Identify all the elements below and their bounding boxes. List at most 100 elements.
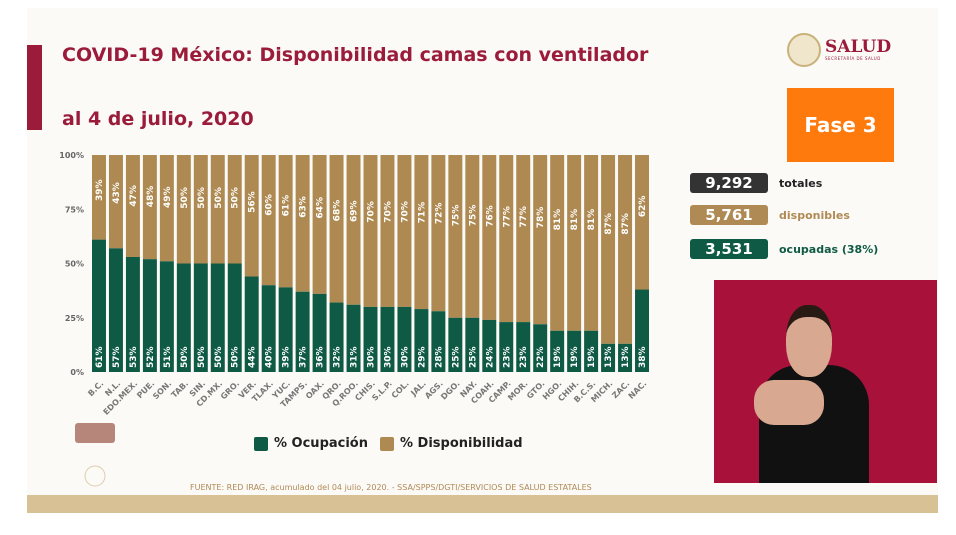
bar-ocupacion [193, 263, 208, 372]
data-label-ocupacion: 52% [146, 346, 156, 368]
data-label-disponibilidad: 87% [621, 213, 631, 235]
bar-disponibilidad [499, 155, 514, 323]
data-label-ocupacion: 13% [621, 346, 631, 368]
salud-logo: SALUD SECRETARÍA DE SALUD [787, 33, 891, 67]
data-label-disponibilidad: 47% [129, 185, 139, 207]
data-label-ocupacion: 38% [638, 346, 648, 368]
bar-ocupacion [227, 263, 242, 372]
bar-disponibilidad [567, 155, 582, 331]
data-label-disponibilidad: 43% [112, 182, 122, 204]
bar-disponibilidad [431, 155, 446, 312]
bar-ocupacion [363, 306, 378, 372]
data-label-ocupacion: 25% [451, 346, 461, 368]
data-label-disponibilidad: 70% [383, 201, 393, 223]
stat-label: totales [779, 176, 823, 190]
legend-swatch [380, 436, 394, 451]
bar-disponibilidad [176, 155, 191, 264]
data-label-ocupacion: 30% [367, 346, 377, 368]
data-label-disponibilidad: 63% [299, 196, 309, 218]
bar-disponibilidad [193, 155, 208, 264]
data-label-disponibilidad: 70% [400, 201, 410, 223]
bar-ocupacion [142, 259, 157, 372]
data-label-ocupacion: 28% [434, 346, 444, 368]
bar-disponibilidad [414, 155, 429, 310]
bar-ocupacion [635, 289, 649, 372]
data-label-ocupacion: 31% [350, 346, 360, 368]
data-label-disponibilidad: 69% [350, 200, 360, 222]
bar-disponibilidad [244, 155, 259, 277]
data-label-disponibilidad: 78% [536, 207, 546, 229]
page-subtitle: al 4 de julio, 2020 [62, 108, 254, 130]
legend-swatch [254, 436, 268, 451]
bar-disponibilidad [516, 155, 531, 323]
data-label-disponibilidad: 50% [214, 187, 224, 209]
bar-disponibilidad [346, 155, 361, 305]
data-label-ocupacion: 39% [282, 346, 292, 368]
bar-ocupacion [261, 285, 276, 372]
data-label-disponibilidad: 50% [180, 187, 190, 209]
bar-chart: 0%25%50%75%100%61%39%B.C.57%43%N.L.53%47… [59, 151, 649, 417]
data-label-ocupacion: 24% [485, 346, 495, 368]
seal-icon [787, 33, 821, 67]
bar-ocupacion [346, 304, 361, 372]
data-label-disponibilidad: 56% [248, 191, 258, 213]
bar-disponibilidad [601, 155, 616, 344]
bar-ocupacion [414, 309, 429, 372]
accent-bar [27, 45, 42, 130]
bar-ocupacion [329, 302, 344, 372]
y-tick-label: 50% [65, 260, 84, 269]
data-label-ocupacion: 44% [248, 346, 258, 368]
data-label-ocupacion: 50% [197, 346, 207, 368]
bar-ocupacion [397, 306, 412, 372]
source-note: FUENTE: RED IRAG, acumulado del 04 julio… [190, 483, 592, 492]
bar-ocupacion [448, 317, 463, 372]
bar-disponibilidad [584, 155, 599, 331]
bar-ocupacion [482, 319, 497, 372]
legend-label: % Ocupación [274, 436, 368, 451]
data-label-ocupacion: 32% [333, 346, 343, 368]
stat-totales: 9,292 totales [690, 173, 822, 193]
bar-ocupacion [533, 324, 548, 372]
data-label-ocupacion: 30% [383, 346, 393, 368]
data-label-disponibilidad: 50% [231, 187, 241, 209]
bar-disponibilidad [329, 155, 344, 303]
data-label-ocupacion: 36% [316, 346, 326, 368]
data-label-disponibilidad: 81% [570, 209, 580, 231]
x-tick-label: NAC. [627, 379, 649, 401]
bar-ocupacion [584, 330, 599, 372]
stat-label: ocupadas (38%) [779, 242, 879, 256]
bar-disponibilidad [465, 155, 480, 318]
stat-value: 5,761 [690, 205, 768, 225]
bar-disponibilidad [261, 155, 276, 286]
data-label-ocupacion: 50% [214, 346, 224, 368]
x-tick-label: SON. [151, 379, 173, 401]
gobierno-mexico-logo [75, 423, 115, 487]
data-label-disponibilidad: 39% [95, 179, 105, 201]
page-title: COVID-19 México: Disponibilidad camas co… [62, 44, 649, 66]
stat-disponibles: 5,761 disponibles [690, 205, 850, 225]
x-tick-label: B.C. [86, 379, 105, 398]
data-label-disponibilidad: 70% [367, 201, 377, 223]
data-label-disponibilidad: 81% [553, 209, 563, 231]
data-label-disponibilidad: 71% [417, 202, 427, 224]
data-label-ocupacion: 37% [299, 346, 309, 368]
bar-ocupacion [516, 322, 531, 372]
data-label-ocupacion: 40% [265, 346, 275, 368]
bar-ocupacion [550, 330, 565, 372]
x-tick-label: DGO. [439, 379, 462, 402]
data-label-disponibilidad: 62% [638, 196, 648, 218]
bar-ocupacion [210, 263, 225, 372]
data-label-ocupacion: 30% [400, 346, 410, 368]
bar-disponibilidad [108, 155, 123, 249]
data-label-ocupacion: 23% [519, 346, 529, 368]
logo-text: SALUD [825, 37, 892, 57]
data-label-disponibilidad: 68% [333, 200, 343, 222]
legend-disponibilidad: % Disponibilidad [380, 436, 523, 451]
data-label-ocupacion: 23% [502, 346, 512, 368]
data-label-disponibilidad: 87% [604, 213, 614, 235]
data-label-disponibilidad: 75% [451, 205, 461, 227]
bar-ocupacion [431, 311, 446, 372]
bar-ocupacion [176, 263, 191, 372]
bar-disponibilidad [397, 155, 412, 307]
data-label-ocupacion: 29% [417, 346, 427, 368]
